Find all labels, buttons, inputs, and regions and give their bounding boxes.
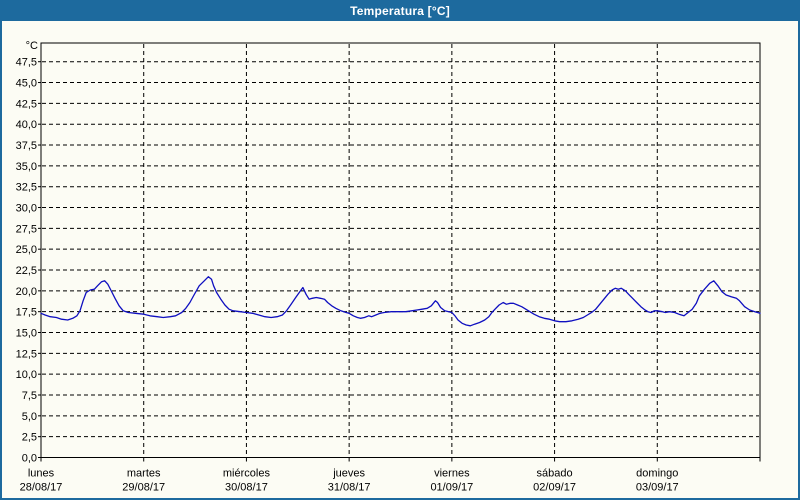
svg-text:7,5: 7,5 bbox=[22, 390, 37, 402]
svg-text:martes: martes bbox=[127, 468, 161, 480]
title-bar: Temperatura [°C] bbox=[2, 2, 798, 21]
svg-text:30/08/17: 30/08/17 bbox=[225, 482, 268, 494]
svg-text:2,5: 2,5 bbox=[22, 432, 37, 444]
svg-text:20,0: 20,0 bbox=[16, 286, 37, 298]
svg-text:22,5: 22,5 bbox=[16, 265, 37, 277]
svg-text:25,0: 25,0 bbox=[16, 244, 37, 256]
svg-text:jueves: jueves bbox=[332, 468, 365, 480]
svg-text:viernes: viernes bbox=[434, 468, 470, 480]
svg-text:31/08/17: 31/08/17 bbox=[328, 482, 371, 494]
svg-text:01/09/17: 01/09/17 bbox=[430, 482, 473, 494]
svg-text:02/09/17: 02/09/17 bbox=[533, 482, 576, 494]
svg-text:35,0: 35,0 bbox=[16, 161, 37, 173]
svg-text:03/09/17: 03/09/17 bbox=[636, 482, 679, 494]
svg-text:°C: °C bbox=[26, 40, 38, 52]
svg-text:47,5: 47,5 bbox=[16, 57, 37, 69]
svg-text:miércoles: miércoles bbox=[223, 468, 271, 480]
svg-text:lunes: lunes bbox=[28, 468, 55, 480]
svg-text:17,5: 17,5 bbox=[16, 307, 37, 319]
svg-text:29/08/17: 29/08/17 bbox=[122, 482, 165, 494]
svg-text:12,5: 12,5 bbox=[16, 348, 37, 360]
svg-text:domingo: domingo bbox=[636, 468, 678, 480]
svg-text:42,5: 42,5 bbox=[16, 98, 37, 110]
svg-text:5,0: 5,0 bbox=[22, 411, 37, 423]
svg-text:32,5: 32,5 bbox=[16, 182, 37, 194]
svg-text:45,0: 45,0 bbox=[16, 78, 37, 90]
svg-text:40,0: 40,0 bbox=[16, 119, 37, 131]
svg-text:30,0: 30,0 bbox=[16, 203, 37, 215]
svg-text:0,0: 0,0 bbox=[22, 453, 37, 465]
svg-text:15,0: 15,0 bbox=[16, 328, 37, 340]
svg-text:27,5: 27,5 bbox=[16, 223, 37, 235]
svg-text:37,5: 37,5 bbox=[16, 140, 37, 152]
svg-text:10,0: 10,0 bbox=[16, 369, 37, 381]
svg-text:sábado: sábado bbox=[537, 468, 573, 480]
svg-text:28/08/17: 28/08/17 bbox=[20, 482, 63, 494]
window-title: Temperatura [°C] bbox=[350, 4, 450, 18]
